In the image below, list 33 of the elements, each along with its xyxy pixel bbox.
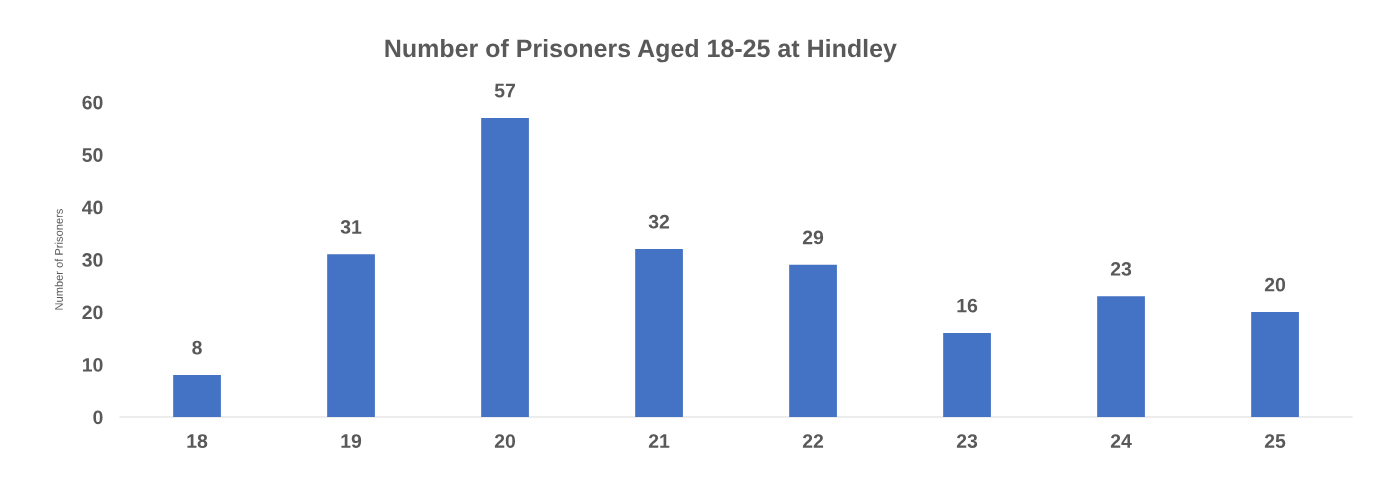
y-axis-title: Number of Prisoners <box>54 209 63 310</box>
y-tick-label: 30 <box>82 253 103 267</box>
y-tick-label: 20 <box>82 305 103 320</box>
y-tick-label: 50 <box>82 148 103 162</box>
bar <box>327 254 375 417</box>
x-tick-label: 22 <box>802 434 824 448</box>
x-tick-label: 19 <box>341 434 362 448</box>
bar <box>481 117 529 417</box>
data-label: 16 <box>957 298 978 313</box>
y-tick-label: 60 <box>82 95 103 110</box>
data-label: 20 <box>1264 277 1286 292</box>
x-tick-label: 18 <box>187 434 208 448</box>
bar <box>943 333 991 417</box>
x-tick-label: 23 <box>956 434 978 448</box>
bar <box>789 264 837 417</box>
data-label: 31 <box>340 220 362 234</box>
y-tick-label: 10 <box>82 357 103 372</box>
x-tick-label: 21 <box>648 434 670 448</box>
x-tick-label: 20 <box>494 434 516 448</box>
bar <box>173 375 221 417</box>
x-tick-label: 24 <box>1110 434 1132 448</box>
data-label: 23 <box>1110 262 1132 276</box>
bar <box>1251 312 1299 417</box>
bar <box>635 249 683 417</box>
data-label: 57 <box>494 83 515 98</box>
y-tick-label: 40 <box>82 200 103 215</box>
data-label: 29 <box>802 230 824 245</box>
data-label: 32 <box>648 214 670 229</box>
bar <box>1097 296 1145 417</box>
x-tick-label: 25 <box>1264 434 1286 448</box>
chart-title: Number of Prisoners Aged 18-25 at Hindley <box>385 38 897 63</box>
y-tick-label: 0 <box>93 410 103 425</box>
data-label: 8 <box>192 340 202 355</box>
